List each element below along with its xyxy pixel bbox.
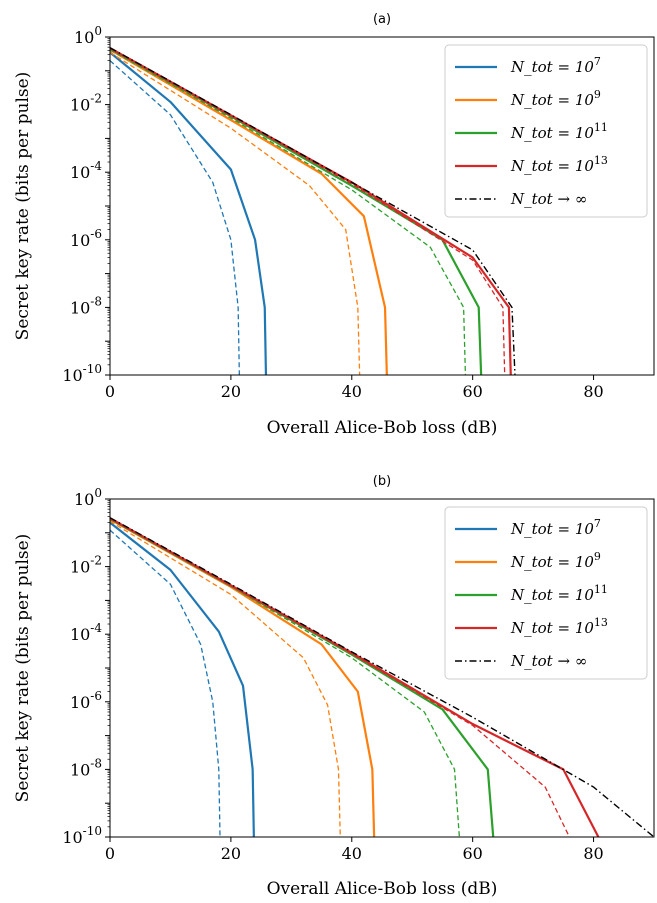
- legend-entry-label: N_tot = 109: [510, 88, 601, 109]
- x-tick-label: 0: [105, 382, 115, 401]
- y-tick-label: 10-2: [70, 92, 102, 115]
- legend-entry-label: N_tot = 109: [510, 550, 601, 571]
- y-axis-label: Secret key rate (bits per pulse): [13, 72, 33, 341]
- y-tick-label: 10-8: [70, 756, 102, 779]
- chart-panel-b: (b) 0 20 40 60 80 100 10-2 10-4 10-6 10-8 10-10 Over…: [13, 474, 655, 899]
- x-tick-label: 80: [583, 382, 603, 401]
- x-tick-label: 40: [342, 382, 362, 401]
- series-line-solid: [110, 51, 268, 375]
- series-line-dashed: [110, 529, 221, 837]
- x-axis-label: Overall Alice-Bob loss (dB): [267, 879, 498, 899]
- legend-entry-label: N_tot = 107: [510, 517, 601, 538]
- series-line-dashed: [110, 518, 570, 837]
- y-tick-label: 10-10: [62, 824, 102, 847]
- series-line-dashdot: [110, 517, 654, 837]
- chart-title: (b): [373, 474, 391, 489]
- x-tick-label: 20: [221, 844, 241, 863]
- legend-entry-label: N_tot → ∞: [510, 190, 587, 208]
- y-tick-label: 100: [74, 486, 102, 509]
- y-tick-label: 10-8: [70, 294, 102, 317]
- series-line-dashdot: [110, 47, 516, 375]
- series-line-dashed: [110, 51, 361, 375]
- y-tick-label: 10-10: [62, 362, 102, 385]
- legend: N_tot = 107 N_tot = 109 N_tot = 1011 N_tot …: [444, 44, 648, 218]
- y-tick-label: 10-2: [70, 554, 102, 577]
- legend-frame: [444, 506, 648, 680]
- x-tick-label: 60: [462, 844, 482, 863]
- series-line-dashed: [110, 47, 506, 375]
- series-line-solid: [110, 518, 376, 837]
- chart-title: (a): [373, 12, 391, 27]
- series-line-dashed: [110, 60, 240, 375]
- y-tick-label: 10-4: [70, 621, 102, 644]
- series-line-solid: [110, 521, 255, 837]
- x-tick-label: 40: [342, 844, 362, 863]
- x-tick-label: 20: [221, 382, 241, 401]
- chart-panel-a: (a) 0 20 40 60 80 100 10-2 10-4 10-6 10-8 10-10 Over…: [13, 12, 655, 438]
- legend-entry-label: N_tot = 1011: [510, 583, 608, 604]
- series-group: [110, 47, 516, 375]
- x-axis-label: Overall Alice-Bob loss (dB): [267, 418, 498, 438]
- series-line-dashed: [110, 520, 341, 837]
- legend-entry-label: N_tot → ∞: [510, 652, 587, 670]
- series-group: [110, 517, 654, 837]
- x-tick-label: 60: [462, 382, 482, 401]
- legend-entry-label: N_tot = 1011: [510, 121, 608, 142]
- series-line-solid: [110, 48, 388, 375]
- y-tick-label: 10-6: [70, 227, 102, 250]
- y-axis-label: Secret key rate (bits per pulse): [13, 534, 33, 803]
- y-tick-label: 10-4: [70, 159, 102, 182]
- series-line-dashed: [110, 49, 467, 375]
- legend-frame: [444, 44, 648, 218]
- x-tick-label: 80: [583, 844, 603, 863]
- series-line-dashed: [110, 518, 461, 837]
- x-tick-label: 0: [105, 844, 115, 863]
- legend-entry-label: N_tot = 1013: [510, 616, 608, 637]
- y-tick-label: 100: [74, 24, 102, 47]
- legend: N_tot = 107 N_tot = 109 N_tot = 1011 N_tot …: [444, 506, 648, 680]
- legend-entry-label: N_tot = 107: [510, 55, 601, 76]
- y-tick-label: 10-6: [70, 689, 102, 712]
- legend-entry-label: N_tot = 1013: [510, 154, 608, 175]
